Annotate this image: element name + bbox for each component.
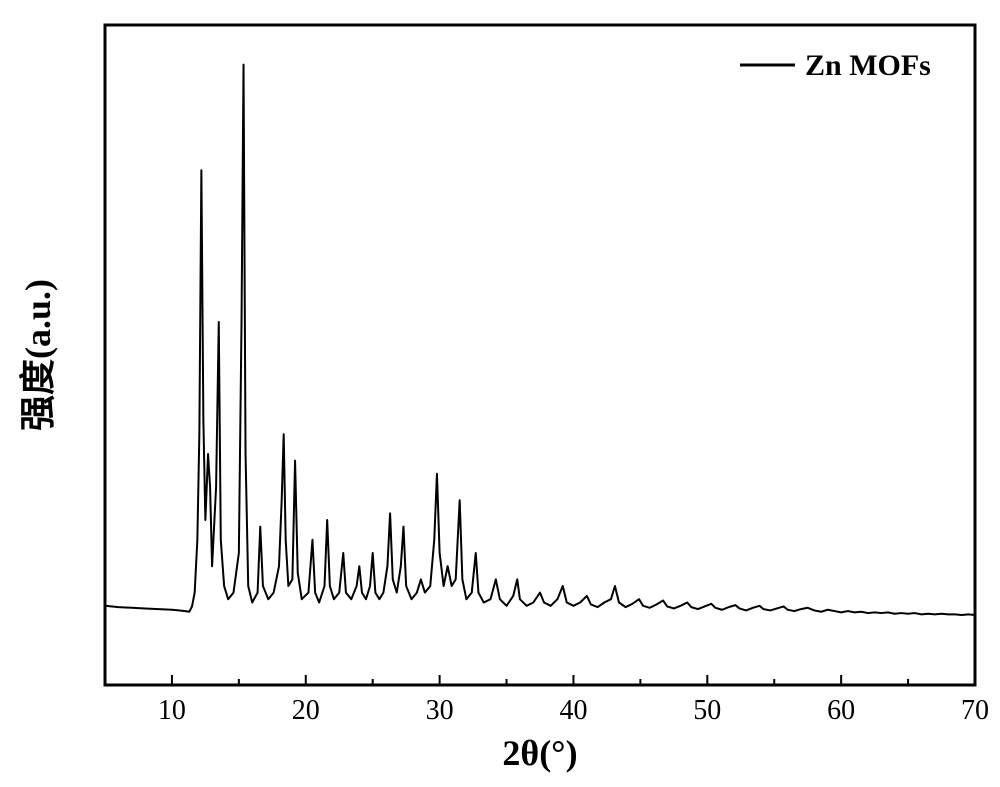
x-axis-label: 2θ(°) [502, 733, 577, 773]
svg-text:50: 50 [693, 695, 721, 726]
svg-text:40: 40 [559, 695, 587, 726]
svg-text:30: 30 [426, 695, 454, 726]
svg-text:60: 60 [827, 695, 855, 726]
xrd-chart: 10 20 30 40 50 60 70 Zn MOFs 2θ(°) 强度(a.u.) [0, 0, 1000, 787]
svg-text:10: 10 [158, 695, 186, 726]
y-axis-label: 强度(a.u.) [18, 279, 58, 431]
svg-text:20: 20 [292, 695, 320, 726]
svg-text:70: 70 [961, 695, 989, 726]
legend-label: Zn MOFs [805, 49, 931, 82]
